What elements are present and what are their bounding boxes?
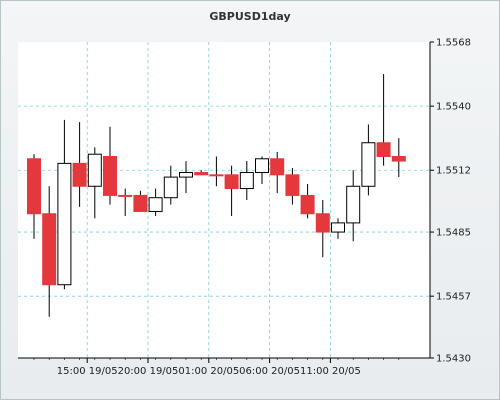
candle-body — [42, 213, 57, 286]
axes — [18, 42, 431, 359]
candle — [270, 151, 285, 194]
x-tick-label: 01:00 20/05 — [178, 366, 239, 377]
candle-body — [224, 174, 239, 190]
candle-body — [163, 176, 178, 199]
y-tick-labels: 1.5568 1.5540 1.5512 1.5485 1.5457 1.5430 — [430, 38, 471, 365]
candle-body — [148, 197, 163, 212]
candle-body — [255, 158, 269, 174]
x-tick-label: 15:00 19/05 — [57, 366, 118, 377]
candle — [391, 138, 406, 178]
candle — [239, 161, 254, 200]
candle-body — [87, 153, 102, 187]
y-tick-label: 1.5512 — [436, 166, 471, 177]
y-tick-label: 1.5485 — [436, 228, 471, 239]
candle-body — [239, 172, 254, 190]
candle-body — [391, 155, 406, 162]
candle — [179, 161, 193, 194]
candle — [194, 170, 209, 176]
candle-body — [133, 194, 148, 212]
x-tick-label: 11:00 20/05 — [300, 366, 361, 377]
candle-body — [179, 172, 193, 178]
y-tick-label: 1.5457 — [436, 292, 471, 303]
candle — [331, 218, 345, 239]
candle-body — [315, 213, 330, 233]
plot-area — [18, 42, 430, 358]
candle — [300, 183, 315, 219]
candle-body — [270, 158, 285, 176]
candle — [103, 126, 117, 205]
candle-body — [194, 172, 209, 176]
chart-title: GBPUSD1day — [209, 10, 291, 23]
candle — [118, 188, 133, 217]
candle-body — [376, 142, 391, 157]
candle — [315, 200, 330, 258]
grid-lines — [18, 42, 430, 358]
candle — [57, 119, 72, 290]
candle-body — [72, 162, 87, 187]
candle — [42, 186, 57, 317]
candle-body — [300, 194, 315, 215]
candle-body — [346, 185, 361, 224]
candle-body — [103, 155, 117, 196]
y-tick-label: 1.5430 — [436, 354, 471, 365]
candle-body — [209, 174, 224, 177]
candle — [148, 188, 163, 217]
candle — [361, 124, 376, 196]
x-tick-labels: 15:00 19/05 20:00 19/05 01:00 20/05 06:00 2… — [33, 358, 400, 377]
candle — [255, 156, 269, 184]
candle — [87, 147, 102, 219]
x-tick-label: 20:00 19/05 — [118, 366, 179, 377]
candle — [224, 165, 239, 217]
candle — [72, 122, 87, 207]
candle — [133, 190, 148, 212]
candles — [27, 74, 406, 317]
candle — [163, 165, 178, 205]
candle-body — [57, 162, 72, 286]
candle — [376, 74, 391, 166]
candle-body — [361, 142, 376, 187]
candle — [27, 154, 41, 239]
candle-body — [331, 222, 345, 233]
candle — [209, 156, 224, 187]
candle-body — [27, 158, 41, 215]
candle-body — [285, 174, 300, 196]
candle — [346, 170, 361, 242]
candle-body — [118, 194, 133, 197]
x-tick-label: 06:00 20/05 — [239, 366, 300, 377]
candle — [285, 167, 300, 205]
y-tick-label: 1.5568 — [436, 38, 471, 49]
y-tick-label: 1.5540 — [436, 102, 471, 113]
